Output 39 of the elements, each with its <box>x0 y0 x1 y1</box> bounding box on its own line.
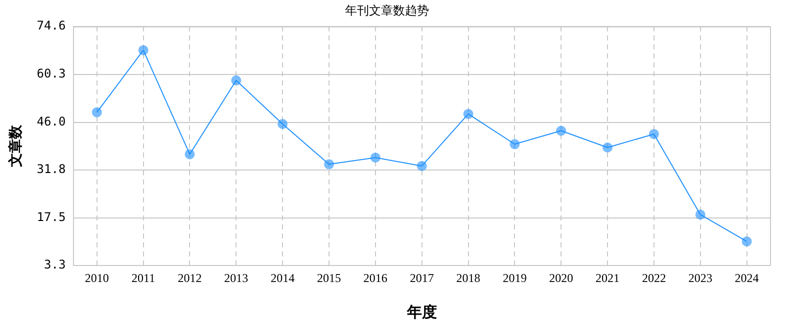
x-tick-label: 2015 <box>317 270 342 285</box>
point <box>324 159 334 170</box>
y-tick-label: 46.0 <box>36 114 66 128</box>
x-tick-label: 2022 <box>642 270 666 285</box>
point <box>602 142 613 153</box>
x-tick-label: 2019 <box>502 270 527 285</box>
point <box>184 149 195 160</box>
point <box>231 75 242 86</box>
point <box>648 129 659 140</box>
x-tick-label: 2020 <box>549 270 574 285</box>
point <box>742 236 752 246</box>
x-axis-title: 年度 <box>406 302 437 321</box>
y-tick-label: 74.6 <box>36 18 66 33</box>
x-tick-label: 2011 <box>132 270 156 285</box>
point <box>416 160 427 171</box>
point <box>463 108 474 119</box>
point <box>370 152 380 163</box>
y-tick-label: 60.3 <box>36 66 66 80</box>
y-tick-label: 3.3 <box>44 258 66 272</box>
x-tick-label: 2024 <box>734 270 759 285</box>
x-tick-label: 2021 <box>596 270 620 285</box>
x-tick-label: 2014 <box>270 270 295 285</box>
x-tick-label: 2023 <box>688 270 712 285</box>
point <box>138 45 148 56</box>
point <box>92 107 102 118</box>
x-tick-label: 2013 <box>224 270 248 285</box>
chart-title: 年刊文章数趋势 <box>345 3 429 18</box>
y-axis-title: 文章数 <box>7 124 24 168</box>
x-tick-label: 2012 <box>178 270 202 285</box>
point <box>556 126 566 136</box>
y-tick-label: 31.8 <box>36 162 66 176</box>
point <box>278 119 288 130</box>
x-tick-label: 2010 <box>84 270 109 285</box>
point <box>695 210 706 220</box>
x-tick-label: 2016 <box>363 270 388 285</box>
point <box>510 139 520 150</box>
y-tick-label: 17.5 <box>36 210 66 224</box>
x-tick-label: 2018 <box>456 270 480 285</box>
x-tick-label: 2017 <box>410 270 434 285</box>
